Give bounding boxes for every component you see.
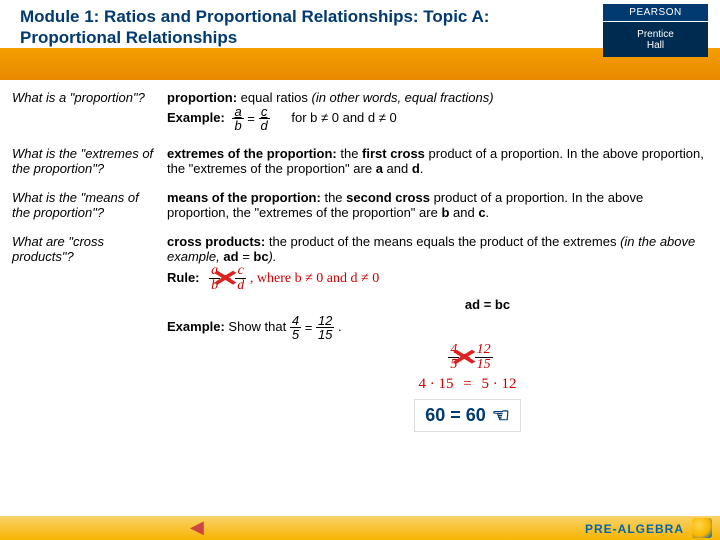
- result-box: 60 = 60 ☜: [414, 399, 521, 432]
- cross-x-icon-2: ×: [452, 341, 478, 373]
- question-means: What is the "means of the proportion"?: [12, 190, 167, 220]
- fraction-4-5: 45: [290, 314, 301, 341]
- answer-cross: cross products: the product of the means…: [167, 234, 708, 432]
- rule-label: Rule:: [167, 270, 200, 285]
- cross-diagram-abcd: ab = cd ×: [209, 264, 246, 293]
- content-area: What is a "proportion"? proportion: equa…: [0, 80, 720, 432]
- term-extremes: extremes of the proportion:: [167, 146, 337, 161]
- fraction-cd: cd: [259, 105, 270, 132]
- row-proportion: What is a "proportion"? proportion: equa…: [12, 90, 708, 132]
- question-cross: What are "cross products"?: [12, 234, 167, 264]
- answer-extremes: extremes of the proportion: the first cr…: [167, 146, 708, 176]
- prentice-hall-label: Prentice Hall: [603, 21, 708, 57]
- fraction-ab: ab: [232, 105, 243, 132]
- question-extremes: What is the "extremes of the proportion"…: [12, 146, 167, 176]
- rule-condition: , where b ≠ 0 and d ≠ 0: [250, 271, 379, 286]
- condition-text: for b ≠ 0 and d ≠ 0: [291, 110, 396, 125]
- answer-means: means of the proportion: the second cros…: [167, 190, 708, 220]
- hand-icon: ☜: [492, 403, 510, 428]
- header-band: Module 1: Ratios and Proportional Relati…: [0, 0, 720, 80]
- row-extremes: What is the "extremes of the proportion"…: [12, 146, 708, 176]
- term-means: means of the proportion:: [167, 190, 321, 205]
- row-cross-products: What are "cross products"? cross product…: [12, 234, 708, 432]
- fraction-12-15: 1215: [316, 314, 334, 341]
- prentice-line2: Hall: [647, 40, 664, 51]
- result-equality: 60 = 60: [425, 405, 486, 426]
- row-means: What is the "means of the proportion"? m…: [12, 190, 708, 220]
- cross-product-line: 4 · 15 = 5 · 12: [227, 376, 708, 393]
- pearson-logo: PEARSON Prentice Hall: [603, 4, 708, 57]
- cross-x-icon: ×: [212, 262, 238, 294]
- prentice-line1: Prentice: [637, 29, 674, 40]
- footer-label: PRE-ALGEBRA: [585, 522, 684, 536]
- question-proportion: What is a "proportion"?: [12, 90, 167, 105]
- back-arrow-icon[interactable]: ◀: [190, 517, 204, 538]
- worked-cross: 45 = 1215 × 4 · 15 = 5 · 12 60 = 60 ☜: [227, 343, 708, 432]
- term-cross: cross products:: [167, 234, 265, 249]
- example-label-2: Example:: [167, 319, 225, 334]
- example-label-1: Example:: [167, 110, 225, 125]
- adbc-identity: ad = bc: [465, 297, 510, 312]
- term-proportion: proportion:: [167, 90, 237, 105]
- footer-swirl-icon: [692, 518, 712, 538]
- slide-title: Module 1: Ratios and Proportional Relati…: [20, 6, 590, 49]
- cross-diagram-numbers: 45 = 1215 ×: [448, 343, 492, 372]
- answer-proportion: proportion: equal ratios (in other words…: [167, 90, 708, 132]
- pearson-label: PEARSON: [603, 4, 708, 21]
